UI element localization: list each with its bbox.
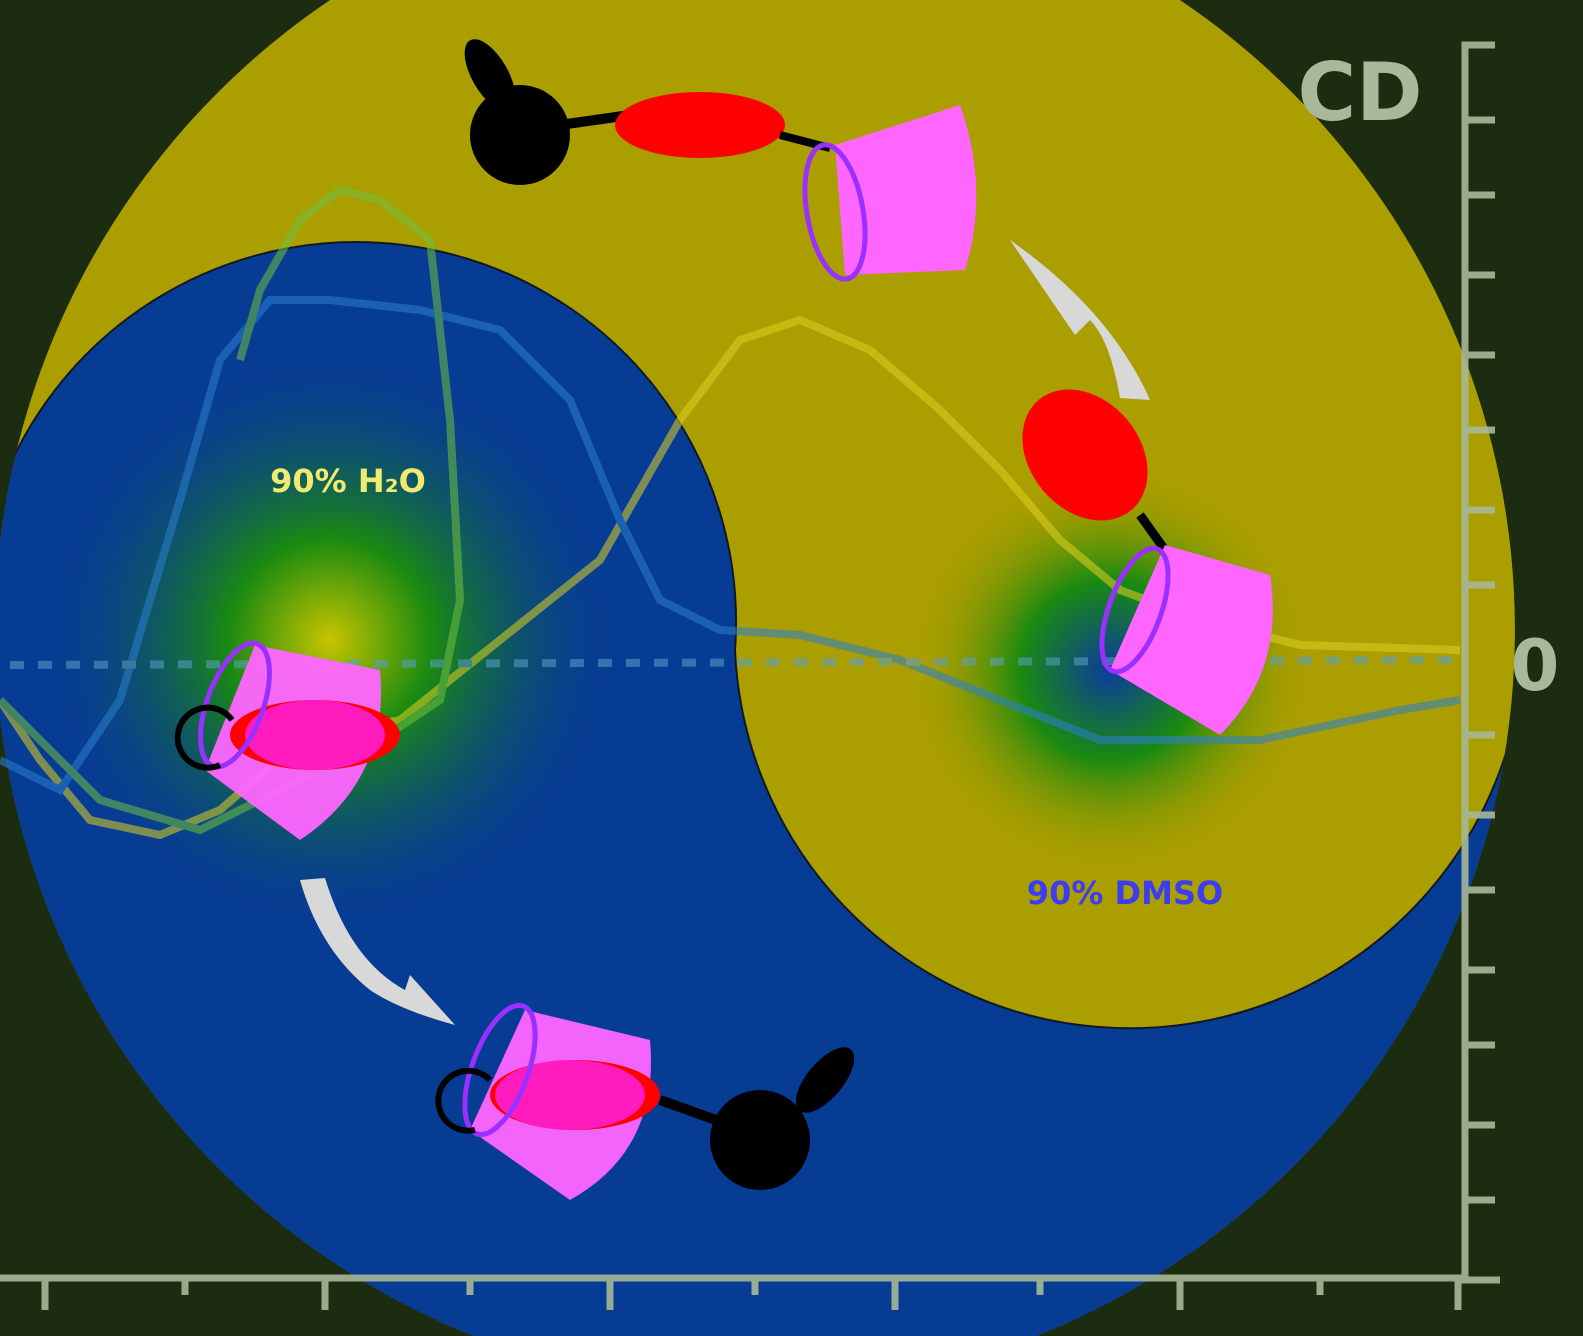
arrows bbox=[300, 240, 1150, 1025]
green-curve bbox=[0, 185, 465, 835]
molecule-top bbox=[464, 39, 977, 282]
zero-label: 0 bbox=[1511, 625, 1560, 707]
dmso-label: 90% DMSO bbox=[1027, 874, 1223, 912]
arrow-left bbox=[300, 878, 455, 1025]
water-label: 90% H₂O bbox=[270, 462, 426, 500]
molecule-bottom bbox=[435, 1002, 855, 1200]
x-ticks bbox=[41, 1278, 1462, 1310]
y-ticks bbox=[1465, 116, 1495, 1204]
yellow-curve bbox=[0, 315, 1461, 840]
arrow-right bbox=[1010, 240, 1150, 400]
axis-label: CD bbox=[1297, 46, 1422, 139]
glow-left bbox=[40, 350, 620, 930]
molecule-right bbox=[1022, 389, 1273, 735]
axes bbox=[0, 41, 1500, 1310]
blue-curve bbox=[0, 296, 1461, 796]
molecule-left bbox=[174, 640, 400, 840]
y-axis bbox=[1461, 41, 1500, 1284]
